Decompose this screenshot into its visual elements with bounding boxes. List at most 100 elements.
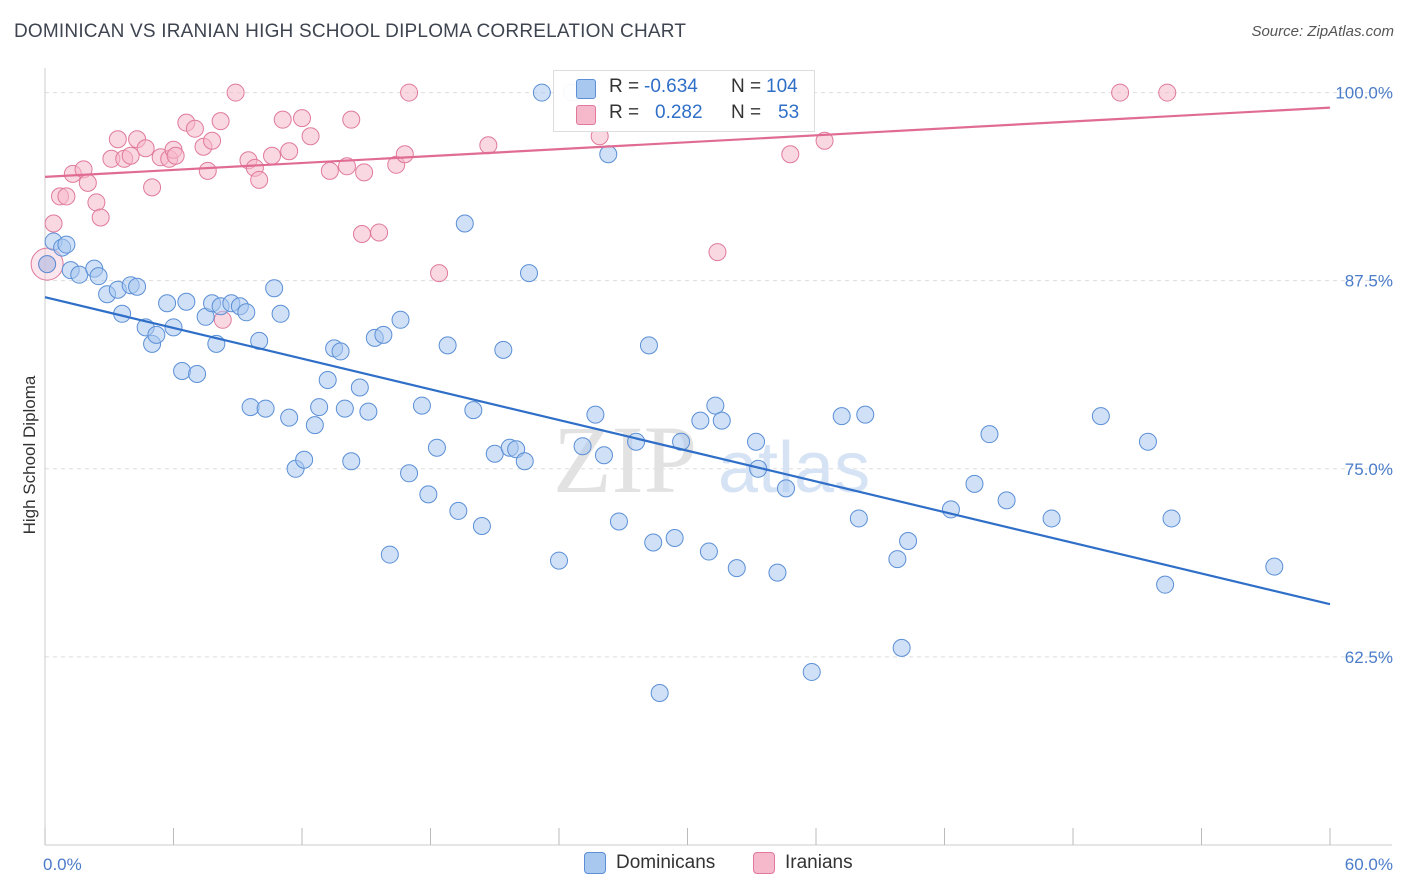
iranian-point xyxy=(352,225,371,244)
dominican-point xyxy=(70,265,89,284)
dominican-point xyxy=(639,336,658,355)
dominican-point xyxy=(464,401,483,420)
iranian-point xyxy=(293,109,311,128)
iranian-point xyxy=(185,119,204,138)
iranian-point xyxy=(395,145,414,164)
dominican-point xyxy=(644,533,663,552)
iranian-point xyxy=(44,214,63,233)
dominican-point xyxy=(1091,407,1110,426)
dominican-point xyxy=(318,371,337,389)
dominican-point xyxy=(515,452,534,471)
dominican-point xyxy=(650,684,669,703)
legend-label: Iranians xyxy=(785,852,853,873)
dominican-point xyxy=(849,509,868,528)
y-tick-label: 62.5% xyxy=(1345,648,1393,667)
legend-r-value: 0.282 xyxy=(655,102,703,123)
dominican-point xyxy=(188,364,207,383)
iranian-point xyxy=(198,161,217,180)
dominican-point xyxy=(419,485,438,504)
dominican-point xyxy=(520,264,539,283)
iranian-point xyxy=(250,170,269,189)
dominican-point xyxy=(271,304,290,323)
dominican-point xyxy=(342,452,361,471)
dominican-point xyxy=(241,398,260,417)
iranian-point xyxy=(87,193,106,212)
dominican-point xyxy=(158,294,177,313)
dominicans-trend-line xyxy=(44,296,1331,606)
watermark-atlas: atlas xyxy=(718,428,870,508)
watermark-zip: ZIP xyxy=(553,406,697,513)
iranian-point xyxy=(211,112,230,131)
dominican-point xyxy=(1156,575,1175,594)
trend-lines xyxy=(44,106,1331,606)
dominican-point xyxy=(802,662,821,681)
iranian-point xyxy=(781,145,800,164)
legend-swatch xyxy=(584,852,606,874)
legend-n-label: N = xyxy=(731,102,762,123)
grid-lines xyxy=(45,92,1392,658)
legend-n-value: 53 xyxy=(778,102,800,123)
dominican-point xyxy=(295,450,314,469)
iranian-point xyxy=(1158,83,1177,102)
dominican-point xyxy=(128,277,147,296)
iranian-point xyxy=(166,146,185,165)
iranian-point xyxy=(430,264,449,283)
dominican-point xyxy=(1162,509,1181,528)
dominican-point xyxy=(412,396,431,415)
iranians-trend-line xyxy=(44,106,1331,178)
iranian-point xyxy=(479,136,498,155)
dominican-point xyxy=(331,342,350,361)
iranian-point xyxy=(91,208,110,227)
legend-r-value: -0.634 xyxy=(644,76,698,97)
dominican-point xyxy=(768,563,787,582)
dominican-point xyxy=(177,292,196,311)
y-axis-label: High School Diploma xyxy=(20,375,39,534)
dominican-point xyxy=(449,501,468,520)
dominican-point xyxy=(374,325,393,344)
axes xyxy=(44,68,1392,846)
dominican-point xyxy=(706,396,725,415)
dominican-point xyxy=(691,411,710,430)
dominican-point xyxy=(699,542,718,561)
iranian-point xyxy=(708,243,727,262)
dominican-point xyxy=(777,479,796,498)
dominican-point xyxy=(832,407,851,426)
iranian-point xyxy=(121,146,140,165)
iranians-points xyxy=(30,83,1177,329)
correlation-legend: R = -0.634 N = 104 R = 0.282 N = 53 xyxy=(553,70,815,132)
dominican-point xyxy=(472,516,491,535)
legend-label: Dominicans xyxy=(616,852,716,873)
legend-r-label: R = xyxy=(609,102,640,123)
dominican-point xyxy=(727,559,746,578)
iranian-point xyxy=(370,223,389,242)
dominican-point xyxy=(1138,432,1157,451)
legend-item-dominicans: Dominicans xyxy=(584,852,715,874)
legend-item-iranians: Iranians xyxy=(753,852,853,874)
dominican-point xyxy=(485,444,504,463)
legend-swatch-iranians xyxy=(576,105,596,125)
iranian-point xyxy=(136,139,155,158)
iranian-point xyxy=(355,163,374,182)
dominican-point xyxy=(335,399,354,418)
dominican-point xyxy=(256,399,275,418)
dominican-point xyxy=(57,235,76,254)
dominican-point xyxy=(391,310,410,329)
source-label: Source: ZipAtlas.com xyxy=(1251,23,1394,40)
iranian-point xyxy=(78,173,97,192)
iranian-point xyxy=(342,110,361,129)
dominican-point xyxy=(310,398,329,417)
iranian-point xyxy=(226,83,245,102)
legend-r-label: R = xyxy=(609,76,640,97)
dominican-point xyxy=(573,437,592,456)
series-legend: Dominicans Iranians xyxy=(0,850,1406,880)
dominican-point xyxy=(599,145,618,164)
dominican-point xyxy=(899,532,918,551)
dominican-point xyxy=(494,340,513,359)
dominican-point xyxy=(89,267,108,286)
dominican-point xyxy=(856,405,875,424)
iranian-point xyxy=(337,157,356,176)
iranian-point xyxy=(108,130,127,149)
dominican-point xyxy=(892,638,911,657)
y-tick-label: 75.0% xyxy=(1345,460,1393,479)
dominican-point xyxy=(997,491,1016,510)
